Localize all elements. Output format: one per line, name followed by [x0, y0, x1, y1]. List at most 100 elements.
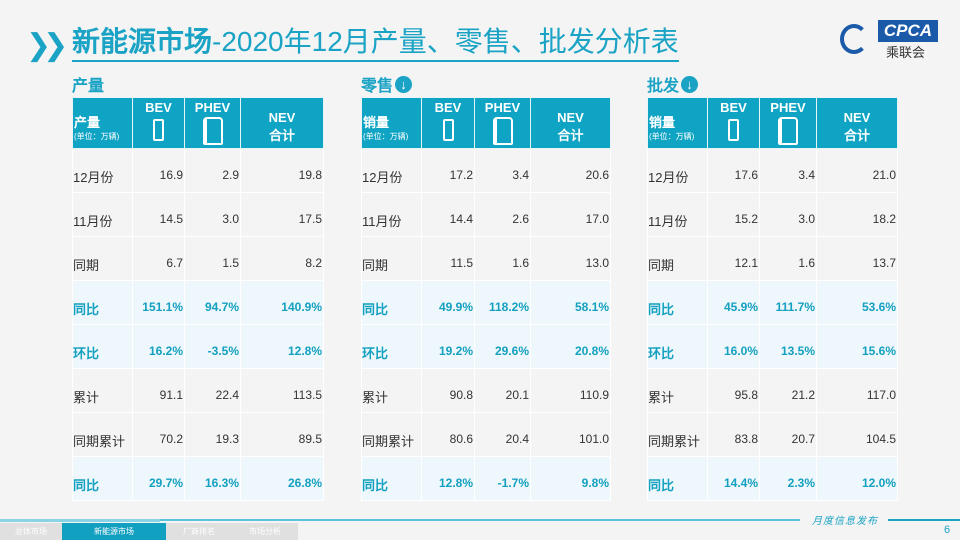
table-cell: 16.0%: [707, 324, 760, 369]
table-cell: 12.8%: [421, 456, 475, 501]
table-row: 累计 95.8 21.2 117.0: [647, 368, 898, 413]
table-row: 同期 12.1 1.6 13.7: [647, 236, 898, 281]
header-bev-label: BEV: [434, 100, 462, 115]
table-cell: 17.0: [530, 192, 611, 237]
section-title: 产量: [72, 72, 104, 96]
table-row: 12月份 16.9 2.9 19.8: [72, 148, 324, 193]
table-cell: 15.2: [707, 192, 760, 237]
arrow-down-circle-icon[interactable]: ↓: [681, 75, 699, 93]
row-label: 累计: [647, 368, 708, 413]
header-nev: NEV 合计: [816, 97, 898, 149]
table-cell: 118.2%: [474, 280, 531, 325]
row-label: 同比: [361, 456, 422, 501]
row-label: 累计: [361, 368, 422, 413]
table-cell: 17.6: [707, 148, 760, 193]
section-title: 零售 ↓: [361, 72, 413, 96]
row-label: 12月份: [361, 148, 422, 193]
table-cell: 117.0: [816, 368, 898, 413]
page-number: 6: [944, 524, 951, 536]
table-cell: 90.8: [421, 368, 475, 413]
table-cell: 104.5: [816, 412, 898, 457]
table-cell: 19.8: [240, 148, 324, 193]
header-bev: BEV: [132, 97, 185, 149]
footer-tab[interactable]: 厂商排名: [166, 523, 232, 540]
table-row: 累计 90.8 20.1 110.9: [361, 368, 611, 413]
table-row: 同期累计 83.8 20.7 104.5: [647, 412, 898, 457]
table-cell: 12.0%: [816, 456, 898, 501]
section-label: 零售: [361, 78, 394, 95]
table-cell: 1.6: [759, 236, 817, 281]
unit-label: (单位：万辆): [363, 132, 409, 141]
header-row: 产量 (单位：万辆) BEV PHEV NEV 合计: [72, 97, 324, 149]
table-row: 11月份 15.2 3.0 18.2: [647, 192, 898, 237]
table-cell: 20.6: [530, 148, 611, 193]
table-cell: 17.2: [421, 148, 475, 193]
footer-divider-right: [888, 519, 960, 521]
unit-label: (单位：万辆): [649, 132, 695, 141]
footer-tabs: 总体市场 新能源市场 厂商排名 市场分析: [0, 523, 298, 540]
row-label: 环比: [72, 324, 133, 369]
table-cell: 29.7%: [132, 456, 185, 501]
table-row: 同期 11.5 1.6 13.0: [361, 236, 611, 281]
table-row: 11月份 14.5 3.0 17.5: [72, 192, 324, 237]
table-cell: 3.4: [759, 148, 817, 193]
table-row: 12月份 17.6 3.4 21.0: [647, 148, 898, 193]
header-metric: 销量 (单位：万辆): [647, 97, 708, 149]
table-cell: 14.4%: [707, 456, 760, 501]
table-cell: -3.5%: [184, 324, 241, 369]
row-label: 同期累计: [361, 412, 422, 457]
header-metric-label: 产量: [74, 115, 101, 130]
table-row: 环比 16.0% 13.5% 15.6%: [647, 324, 898, 369]
table-cell: 20.8%: [530, 324, 611, 369]
table-cell: 111.7%: [759, 280, 817, 325]
table-cell: -1.7%: [474, 456, 531, 501]
header-phev: PHEV: [759, 97, 817, 149]
arrow-down-circle-icon[interactable]: ↓: [395, 75, 413, 93]
footer-divider-accent: [0, 519, 160, 522]
header-metric-label: 销量: [363, 115, 390, 130]
table-cell: 17.5: [240, 192, 324, 237]
header-metric-label: 销量: [649, 115, 676, 130]
table-cell: 12.8%: [240, 324, 324, 369]
data-table: 销量 (单位：万辆) BEV PHEV NEV 合计 12月份 17.6 3.4 21.0 1…: [647, 97, 898, 501]
table-cell: 95.8: [707, 368, 760, 413]
header-nev: NEV 合计: [530, 97, 611, 149]
footer-tab[interactable]: 新能源市场: [62, 523, 166, 540]
table-row: 11月份 14.4 2.6 17.0: [361, 192, 611, 237]
table-cell: 2.6: [474, 192, 531, 237]
table-row: 同比 29.7% 16.3% 26.8%: [72, 456, 324, 501]
table-row: 同比 49.9% 118.2% 58.1%: [361, 280, 611, 325]
footer-tab[interactable]: 总体市场: [0, 523, 62, 540]
data-table: 销量 (单位：万辆) BEV PHEV NEV 合计 12月份 17.2 3.4 20.6 1…: [361, 97, 611, 501]
row-label: 11月份: [361, 192, 422, 237]
table-cell: 26.8%: [240, 456, 324, 501]
header-bev-label: BEV: [145, 100, 172, 115]
header-total-label: 合计: [268, 128, 295, 143]
header-nev-label: NEV: [557, 110, 584, 125]
table-cell: 15.6%: [816, 324, 898, 369]
table-row: 同比 12.8% -1.7% 9.8%: [361, 456, 611, 501]
table-cell: 21.2: [759, 368, 817, 413]
header-phev-label: PHEV: [770, 100, 806, 115]
battery-icon: [728, 119, 739, 141]
table-cell: 19.3: [184, 412, 241, 457]
chevron-icon: ❯❯: [26, 29, 68, 62]
table-cell: 20.7: [759, 412, 817, 457]
logo-text: CPCA: [878, 20, 938, 42]
table-cell: 3.4: [474, 148, 531, 193]
logo-mark-icon: [840, 24, 868, 54]
table-cell: 1.5: [184, 236, 241, 281]
table-cell: 140.9%: [240, 280, 324, 325]
header-nev-label: NEV: [268, 110, 296, 125]
table-cell: 94.7%: [184, 280, 241, 325]
cpca-logo: CPCA 乘联会: [832, 20, 940, 60]
footer-tab[interactable]: 市场分析: [232, 523, 298, 540]
logo-cn: 乘联会: [886, 45, 926, 60]
footer-divider: [0, 519, 800, 521]
table-cell: 12.1: [707, 236, 760, 281]
table-cell: 89.5: [240, 412, 324, 457]
row-label: 同比: [647, 456, 708, 501]
table-cell: 91.1: [132, 368, 185, 413]
table-cell: 20.1: [474, 368, 531, 413]
row-label: 同比: [361, 280, 422, 325]
